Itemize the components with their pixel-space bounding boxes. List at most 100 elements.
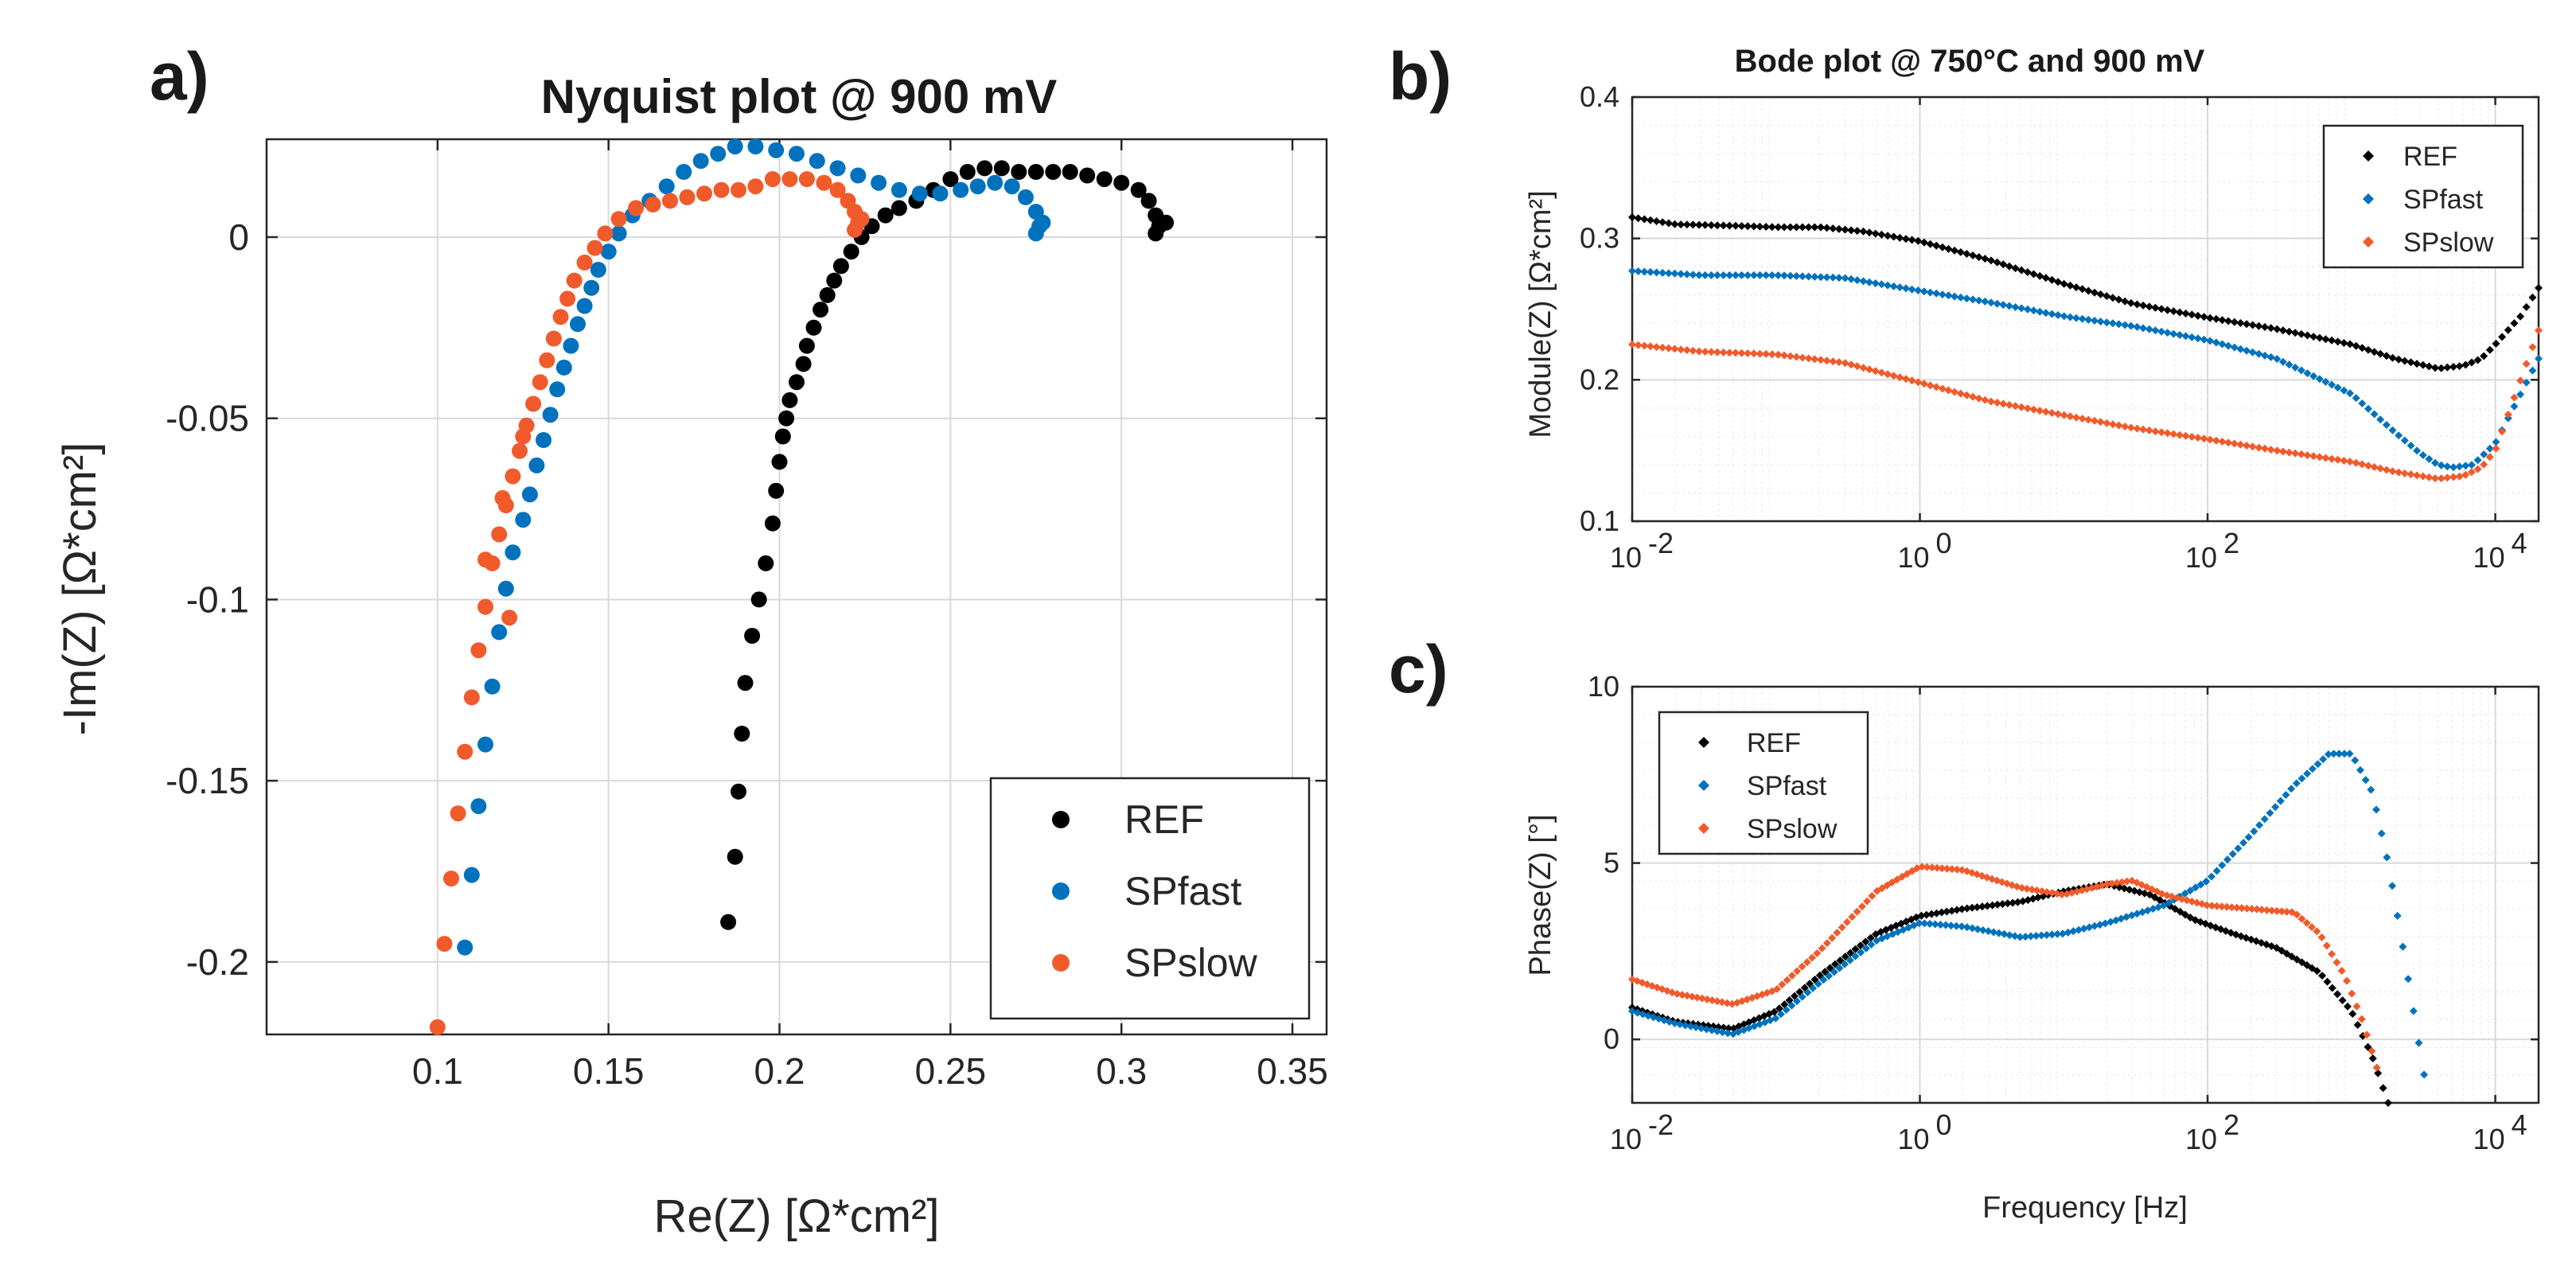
x-tick-label: 10 xyxy=(2185,541,2217,574)
data-point-spslow xyxy=(477,551,493,568)
data-point-spfast xyxy=(2414,1038,2423,1047)
data-point-spfast xyxy=(1969,295,1978,304)
data-point-ref xyxy=(2017,266,2026,275)
data-point-ref xyxy=(2504,325,2512,334)
data-point-spslow xyxy=(2102,419,2111,427)
legend-box xyxy=(989,777,1311,1020)
data-point-spfast xyxy=(2278,357,2287,366)
data-point-spslow xyxy=(1981,395,1989,404)
data-point-ref xyxy=(2358,344,2367,353)
data-point-ref xyxy=(1079,167,1096,184)
data-point-spfast xyxy=(528,457,545,473)
data-point-spslow xyxy=(1756,349,1764,358)
data-point-spfast xyxy=(2449,463,2457,472)
data-point-spfast xyxy=(2079,925,2088,933)
data-point-spfast xyxy=(1947,921,1955,930)
data-point-spslow xyxy=(2107,879,2116,888)
legend-marker-ref xyxy=(2363,150,2374,162)
data-point-spfast xyxy=(1952,921,1961,930)
data-point-ref xyxy=(1851,945,1860,953)
data-point-spslow xyxy=(2262,906,2271,914)
data-point-spslow xyxy=(1792,353,1801,361)
data-point-spfast xyxy=(1719,271,1728,279)
data-point-spslow xyxy=(2188,433,2196,441)
data-point-ref xyxy=(1993,900,2001,909)
data-point-ref xyxy=(1877,230,1886,239)
data-point-spfast xyxy=(2206,337,2215,345)
x-tick-label: 10 xyxy=(1898,541,1930,574)
data-point-spfast xyxy=(1936,921,1945,929)
data-point-spslow xyxy=(2163,429,2172,438)
legend-label-spslow: SPslow xyxy=(1747,814,1837,844)
data-point-ref xyxy=(1926,240,1935,248)
data-point-ref xyxy=(1953,906,1961,914)
data-point-spfast xyxy=(2114,320,2123,329)
data-point-spfast xyxy=(1697,1024,1705,1033)
data-point-spfast xyxy=(2418,451,2427,459)
data-point-spfast xyxy=(1819,976,1828,984)
data-point-spfast xyxy=(2461,462,2470,470)
data-point-spfast xyxy=(2261,351,2269,360)
data-point-spfast xyxy=(2193,334,2202,343)
data-point-spfast xyxy=(969,178,986,195)
data-point-spslow xyxy=(1938,384,1947,393)
data-point-spfast xyxy=(2121,321,2130,329)
data-point-spslow xyxy=(2084,415,2093,424)
x-tick-label-exponent: 4 xyxy=(2512,527,2527,559)
data-point-spfast xyxy=(2260,815,2269,824)
data-point-ref xyxy=(2346,340,2354,349)
data-point-ref xyxy=(2313,967,2321,976)
data-point-spslow xyxy=(2224,438,2233,447)
data-point-spfast xyxy=(2352,394,2360,403)
data-point-ref xyxy=(1695,220,1704,229)
data-point-ref xyxy=(1889,232,1898,241)
data-point-spfast xyxy=(1708,1026,1717,1034)
data-point-ref xyxy=(1902,235,1910,243)
data-point-ref xyxy=(2023,268,2032,276)
data-point-ref xyxy=(2151,303,2160,312)
data-point-ref xyxy=(789,374,805,391)
data-point-spfast xyxy=(2364,404,2372,413)
data-point-ref xyxy=(2528,293,2537,302)
data-point-ref xyxy=(1846,948,1855,957)
data-point-ref xyxy=(1856,941,1865,950)
data-point-spfast xyxy=(2413,446,2422,455)
legend-marker-spslow xyxy=(2363,236,2374,247)
data-point-spfast xyxy=(2218,340,2227,349)
data-point-spfast xyxy=(2285,360,2293,369)
data-point-spslow xyxy=(2273,906,2282,915)
data-point-spslow xyxy=(2176,430,2184,439)
data-point-spfast xyxy=(2319,755,2328,764)
data-point-spfast xyxy=(2406,442,2415,450)
data-point-ref xyxy=(2376,349,2385,358)
legend-label-spfast: SPfast xyxy=(1747,771,1827,801)
data-point-spslow xyxy=(1962,391,1971,399)
legend-label-ref: REF xyxy=(2403,142,2457,172)
data-point-spslow xyxy=(2169,430,2178,438)
data-point-ref xyxy=(1826,964,1834,972)
data-point-spfast xyxy=(555,359,572,376)
data-point-spfast xyxy=(2224,341,2233,350)
data-point-ref xyxy=(2054,278,2063,286)
data-point-spfast xyxy=(1865,278,1874,286)
data-point-spslow xyxy=(2425,473,2434,481)
data-point-ref xyxy=(1749,222,1758,231)
data-point-spslow xyxy=(1923,863,1931,871)
data-point-ref xyxy=(1938,243,1947,251)
data-point-spfast xyxy=(2165,898,2173,907)
data-point-spslow xyxy=(2473,465,2482,473)
data-point-ref xyxy=(2364,1042,2372,1051)
data-point-spfast xyxy=(789,146,805,162)
data-point-spfast xyxy=(1962,923,1971,932)
data-point-spfast xyxy=(1713,271,1721,279)
data-point-ref xyxy=(2443,363,2452,372)
data-point-spfast xyxy=(2329,750,2338,758)
data-point-ref xyxy=(2418,360,2427,369)
data-point-spslow xyxy=(2200,434,2208,443)
legend-box xyxy=(1658,711,1869,855)
data-point-spslow xyxy=(2133,424,2141,433)
data-point-spfast xyxy=(2340,750,2348,758)
data-point-spfast xyxy=(2236,345,2245,353)
data-point-spfast xyxy=(1835,964,1844,972)
data-point-spslow xyxy=(1833,929,1841,937)
